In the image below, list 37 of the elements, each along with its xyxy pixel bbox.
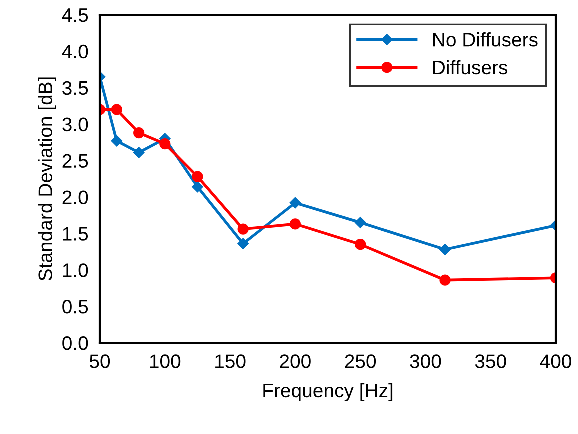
point (134, 128, 145, 139)
x-tick-label: 250 (345, 354, 376, 368)
point (160, 138, 171, 150)
y-tick-label: 1.0 (63, 264, 88, 278)
point (238, 238, 249, 250)
point (133, 147, 145, 158)
point (440, 244, 451, 256)
y-axis-title: Standard Deviation [dB] (38, 78, 56, 281)
x-tick-label: 350 (475, 354, 506, 368)
x-tick-label: 400 (540, 354, 572, 368)
y-tick-label: 3.5 (62, 81, 88, 96)
point (192, 181, 204, 193)
point (290, 197, 302, 209)
x-tick-label: 50 (90, 354, 110, 368)
x-tick-label: 100 (150, 354, 181, 368)
point (111, 135, 123, 147)
legend-label: No Diffusers (433, 32, 538, 47)
legend-label: Diffusers (433, 60, 508, 75)
point (290, 218, 301, 230)
y-tick-label: 4.0 (62, 44, 88, 59)
y-tick-label: 3.0 (62, 118, 88, 132)
point (440, 274, 451, 286)
y-tick-label: 0.5 (62, 300, 88, 314)
y-tick-label: 1.5 (63, 227, 88, 241)
y-tick-label: 0.0 (62, 336, 88, 350)
point (111, 104, 122, 116)
y-tick-label: 2.5 (62, 154, 88, 168)
x-tick-label: 200 (280, 354, 311, 368)
x-axis-title: Frequency [Hz] (264, 383, 393, 402)
x-tick-label: 300 (410, 354, 442, 368)
point (355, 239, 366, 250)
point (354, 217, 366, 228)
point (192, 171, 204, 182)
y-tick-label: 2.0 (62, 190, 88, 204)
y-tick-label: 4.5 (62, 8, 88, 22)
point (238, 224, 249, 235)
x-tick-label: 150 (216, 354, 246, 368)
